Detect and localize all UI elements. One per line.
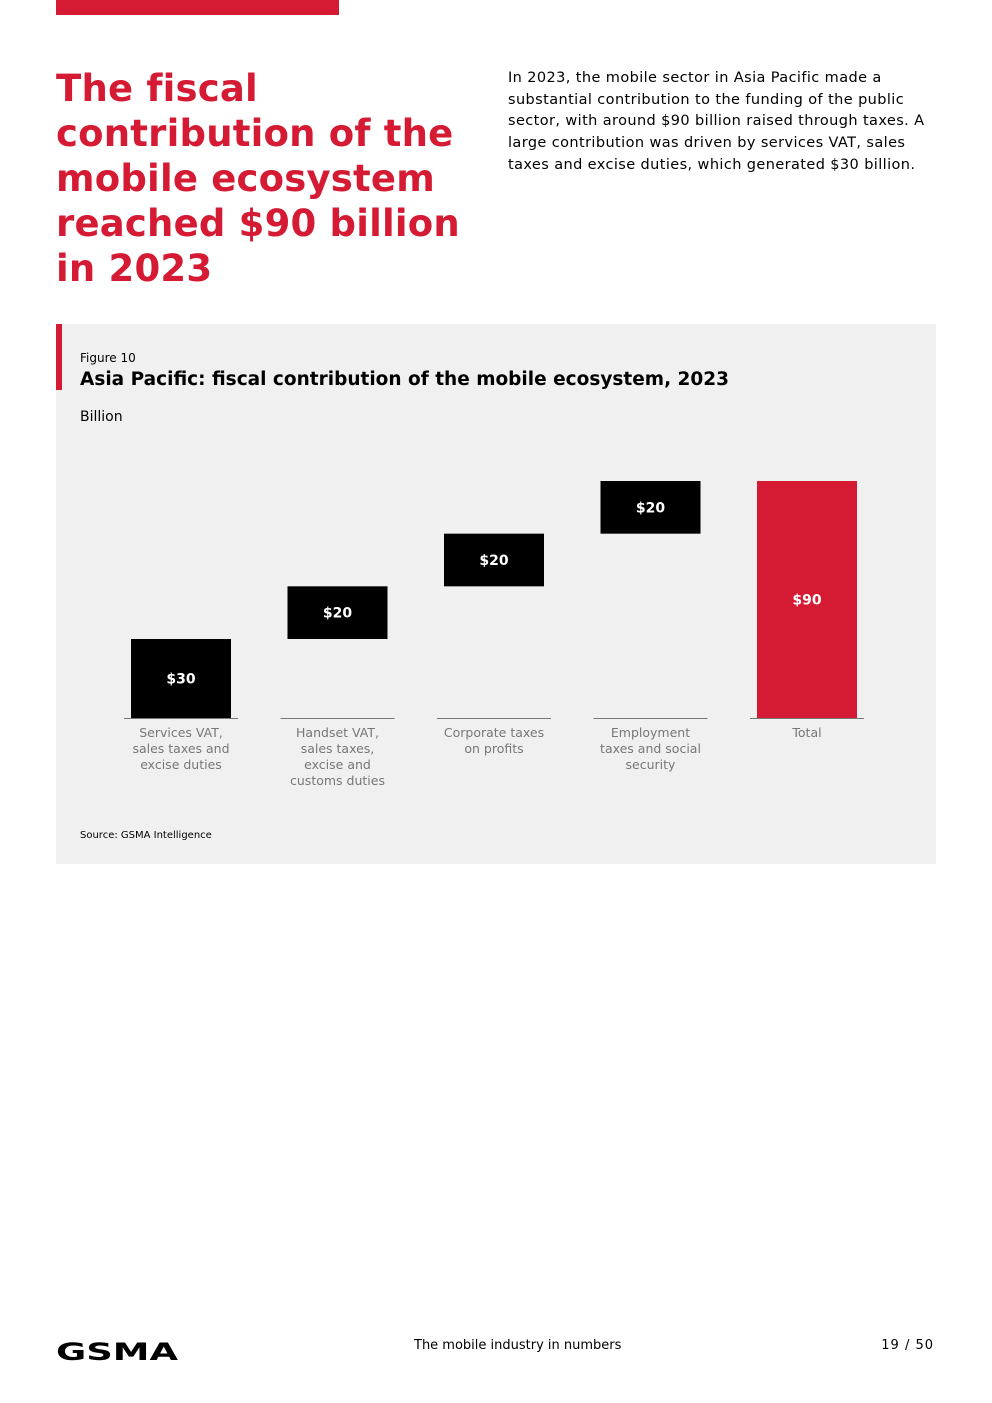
category-label-3-line-2: security [626, 757, 677, 772]
data-label-4: $90 [792, 593, 821, 609]
figure-title: Asia Pacific: fiscal contribution of the… [80, 369, 730, 390]
footer-title: The mobile industry in numbers [414, 1338, 622, 1353]
figure-accent-bar [56, 324, 62, 390]
source-note: Source: GSMA Intelligence [80, 830, 212, 841]
page-headline: The fiscal contribution of the mobile ec… [56, 67, 460, 290]
category-label-2-line-1: on profits [464, 741, 523, 756]
category-label-2-line-0: Corporate taxes [444, 725, 544, 740]
category-label-1-line-1: sales taxes, [301, 741, 375, 756]
bar-0 [131, 639, 231, 718]
category-label-1-line-2: excise and [304, 757, 371, 772]
unit-label: Billion [80, 409, 123, 425]
data-label-1: $20 [323, 606, 352, 622]
category-label-4-line-0: Total [791, 725, 821, 740]
gsma-logo: GSMA [56, 1339, 179, 1363]
category-label-3-line-0: Employment [611, 725, 690, 740]
category-label-0-line-2: excise duties [140, 757, 222, 772]
category-label-0-line-0: Services VAT, [139, 725, 223, 740]
top-accent-bar [56, 0, 339, 15]
figure-label: Figure 10 [80, 351, 136, 365]
bar-3 [600, 481, 701, 534]
data-label-3: $20 [636, 500, 665, 516]
bar-2 [444, 533, 544, 587]
data-label-0: $30 [166, 672, 195, 688]
intro-paragraph: In 2023, the mobile sector in Asia Pacif… [508, 70, 925, 173]
data-label-2: $20 [479, 553, 508, 569]
category-label-0-line-1: sales taxes and [132, 741, 229, 756]
bar-total [757, 481, 857, 718]
gsma-logo-text: GSMA [56, 1339, 179, 1363]
category-label-1-line-3: customs duties [290, 773, 385, 788]
category-label-3-line-1: taxes and social [600, 741, 701, 756]
bar-1 [287, 586, 388, 639]
category-label-1-line-0: Handset VAT, [296, 725, 379, 740]
figure-panel: Figure 10 Asia Pacific: fiscal contribut… [56, 324, 936, 864]
page-number: 19 / 50 [881, 1338, 934, 1353]
